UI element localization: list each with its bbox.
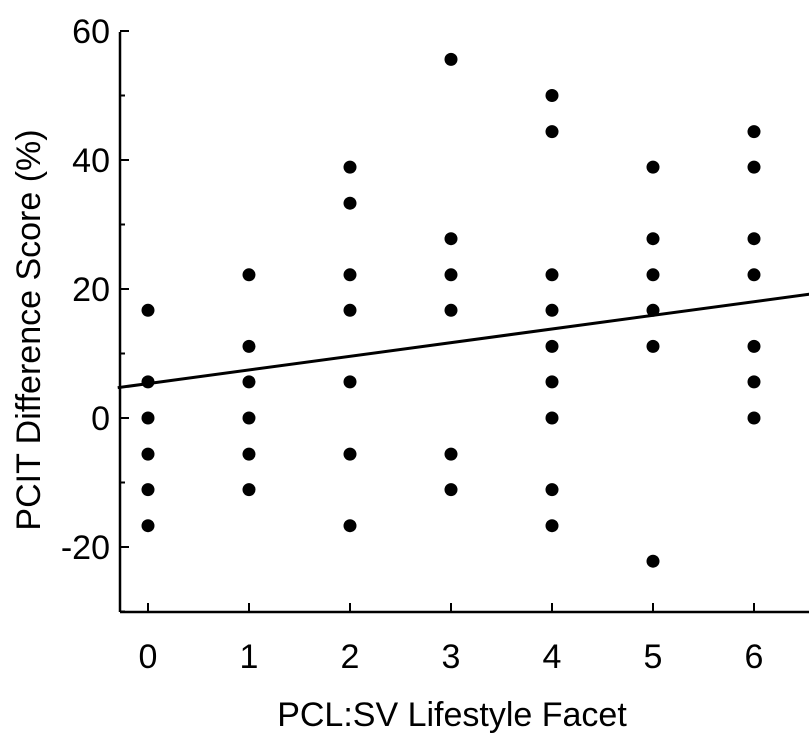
x-tick-label: 6 xyxy=(745,638,764,676)
data-point xyxy=(444,483,458,497)
data-point xyxy=(141,303,155,317)
data-point xyxy=(545,125,559,139)
data-point xyxy=(242,375,256,389)
data-point xyxy=(242,411,256,425)
data-point xyxy=(343,447,357,461)
x-tick-label: 0 xyxy=(139,638,158,676)
data-point xyxy=(141,375,155,389)
ticks: -20 0 20 40 60 0 1 2 3 4 5 6 xyxy=(61,13,764,676)
y-tick-label: 60 xyxy=(72,13,110,51)
y-tick-label: 0 xyxy=(91,400,110,438)
data-point xyxy=(747,411,761,425)
y-axis-title: PCIT Difference Score (%) xyxy=(10,129,48,530)
data-point xyxy=(444,232,458,246)
y-tick-label: -20 xyxy=(61,529,110,567)
data-point xyxy=(545,268,559,282)
data-point xyxy=(141,411,155,425)
data-point xyxy=(747,268,761,282)
data-point xyxy=(545,375,559,389)
data-point xyxy=(545,483,559,497)
data-point xyxy=(242,268,256,282)
y-tick-label: 20 xyxy=(72,271,110,309)
data-point xyxy=(646,268,660,282)
x-tick-label: 2 xyxy=(341,638,360,676)
data-point xyxy=(747,232,761,246)
data-point xyxy=(747,375,761,389)
x-tick-label: 4 xyxy=(543,638,562,676)
x-axis-title: PCL:SV Lifestyle Facet xyxy=(277,696,627,734)
data-point xyxy=(747,160,761,174)
data-point xyxy=(242,339,256,353)
data-point xyxy=(343,519,357,533)
data-point xyxy=(242,447,256,461)
data-point xyxy=(343,303,357,317)
data-point xyxy=(545,411,559,425)
x-tick-label: 5 xyxy=(644,638,663,676)
data-point xyxy=(343,268,357,282)
data-point xyxy=(141,447,155,461)
data-point xyxy=(545,339,559,353)
data-point xyxy=(141,483,155,497)
data-point xyxy=(343,196,357,210)
data-point xyxy=(646,232,660,246)
data-point xyxy=(545,303,559,317)
data-point xyxy=(646,554,660,568)
data-point xyxy=(444,52,458,66)
data-point xyxy=(646,339,660,353)
data-point xyxy=(444,268,458,282)
data-point xyxy=(343,375,357,389)
data-point xyxy=(747,125,761,139)
data-point xyxy=(646,303,660,317)
x-tick-label: 3 xyxy=(442,638,461,676)
data-point xyxy=(545,89,559,102)
plot-area xyxy=(117,52,809,568)
y-tick-label: 40 xyxy=(72,142,110,180)
data-point xyxy=(444,303,458,317)
data-point xyxy=(242,483,256,497)
data-point xyxy=(646,160,660,174)
data-point xyxy=(444,447,458,461)
data-point xyxy=(747,339,761,353)
regression-line xyxy=(117,292,809,390)
data-point xyxy=(343,160,357,174)
x-tick-label: 1 xyxy=(240,638,259,676)
data-point xyxy=(545,519,559,533)
data-point xyxy=(141,519,155,533)
axes xyxy=(118,32,809,614)
